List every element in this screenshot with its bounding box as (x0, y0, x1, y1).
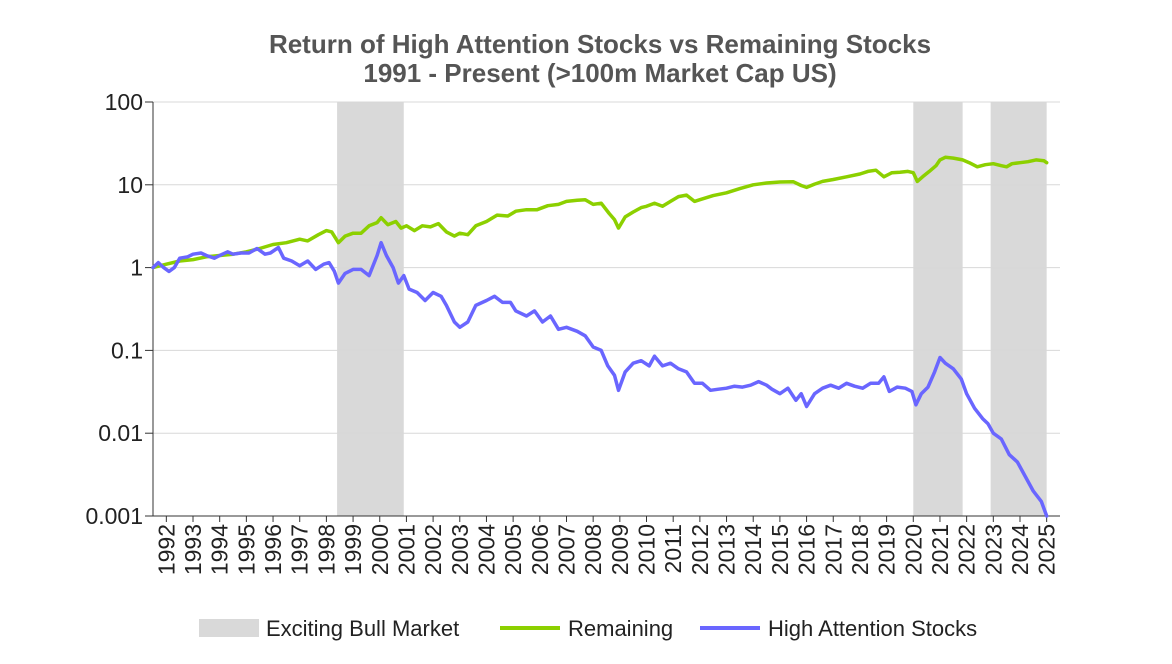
x-tick-label: 1999 (340, 524, 366, 575)
x-tick-label: 2003 (447, 524, 473, 575)
series-line-high-attention (151, 240, 1049, 518)
chart-title: Return of High Attention Stocks vs Remai… (0, 30, 1172, 88)
x-tick-label: 2016 (794, 524, 820, 575)
chart-title-line-2: 1991 - Present (>100m Market Cap US) (363, 58, 837, 88)
x-tick-label: 2004 (473, 524, 499, 575)
x-tick-label: 2009 (607, 524, 633, 575)
axis-layer (145, 101, 1060, 522)
shaded-period-2 (913, 102, 963, 516)
x-tick-label: 2013 (714, 524, 740, 575)
x-tick-label: 1996 (260, 524, 286, 575)
x-tick-label: 2019 (874, 524, 900, 575)
shaded-period-1 (337, 102, 404, 516)
x-tick-label: 2000 (367, 524, 393, 575)
x-tick-label: 1992 (153, 524, 179, 575)
x-tick-label: 2012 (687, 524, 713, 575)
x-tick-label: 2021 (927, 524, 953, 575)
x-tick-label: 2007 (553, 524, 579, 575)
x-tick-label: 2001 (393, 524, 419, 575)
x-tick-label: 2006 (527, 524, 553, 575)
x-tick-label: 2008 (580, 524, 606, 575)
x-tick-label: 2005 (500, 524, 526, 575)
legend-label-bull-market: Exciting Bull Market (266, 616, 459, 641)
x-tick-label: 2017 (820, 524, 846, 575)
shaded-periods-layer (337, 102, 1047, 516)
x-tick-label: 1997 (287, 524, 313, 575)
x-tick-label: 2023 (980, 524, 1006, 575)
series-line-remaining (151, 155, 1049, 270)
y-tick-label: 10 (117, 172, 143, 198)
x-tick-label: 2020 (900, 524, 926, 575)
legend: Exciting Bull Market Remaining High Attent… (199, 616, 977, 641)
x-tick-label: 2010 (634, 524, 660, 575)
x-tick-label: 1995 (233, 524, 259, 575)
y-tick-label: 100 (105, 89, 143, 115)
x-tick-label: 2002 (420, 524, 446, 575)
x-tick-label: 2011 (660, 524, 686, 573)
x-tick-label: 2015 (767, 524, 793, 575)
x-tick-label: 1994 (207, 524, 233, 575)
y-tick-label: 1 (130, 255, 143, 281)
chart-title-line-1: Return of High Attention Stocks vs Remai… (268, 29, 932, 59)
legend-label-high-attention: High Attention Stocks (768, 616, 977, 641)
legend-swatch-bull-market (199, 619, 259, 637)
x-tick-label: 2025 (1034, 524, 1060, 575)
shaded-period-3 (990, 102, 1047, 516)
x-tick-label: 1993 (180, 524, 206, 575)
x-tick-label: 2022 (954, 524, 980, 575)
legend-label-remaining: Remaining (568, 616, 673, 641)
y-tick-label: 0.01 (98, 420, 143, 446)
x-tick-label: 2018 (847, 524, 873, 575)
y-tick-label: 0.1 (111, 337, 143, 363)
y-tick-label: 0.001 (85, 503, 143, 529)
x-tick-label: 1998 (313, 524, 339, 575)
series-layer (151, 155, 1049, 518)
x-tick-label: 2014 (740, 524, 766, 575)
x-tick-label: 2024 (1007, 524, 1033, 575)
